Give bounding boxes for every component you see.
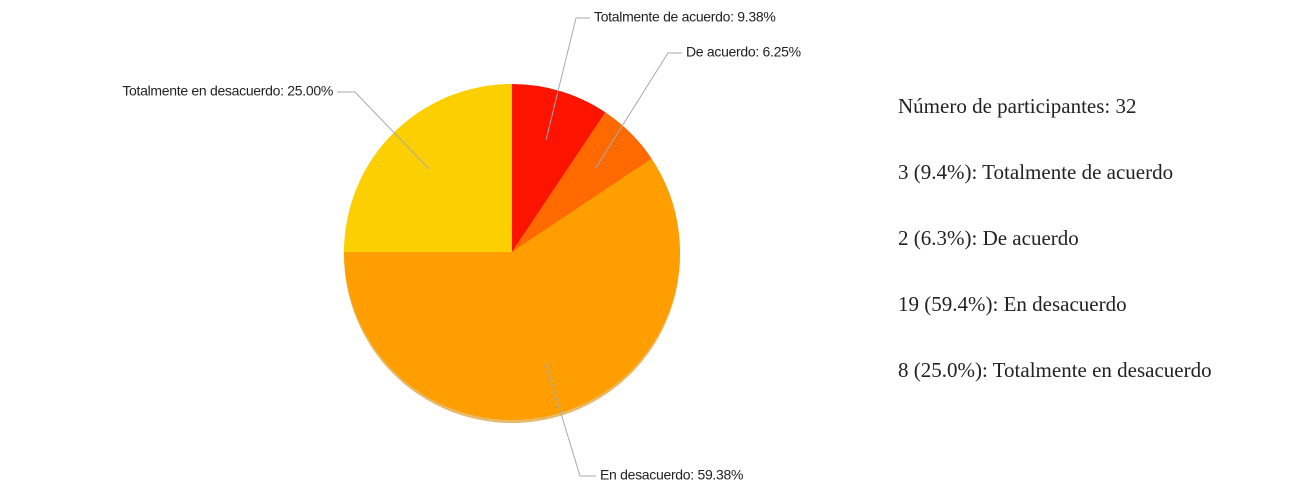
chart: Totalmente de acuerdo: 9.38% De acuerdo: … (122, 9, 801, 483)
summary-item: 8 (25.0%): Totalmente en desacuerdo (898, 358, 1212, 382)
pie-slice (512, 84, 606, 252)
leader-line (594, 52, 682, 170)
slice-label: Totalmente de acuerdo: 9.38% (594, 9, 776, 25)
summary-item: 19 (59.4%): En desacuerdo (898, 292, 1127, 316)
summary: Número de participantes: 32 3 (9.4%): To… (898, 92, 1218, 422)
pie-slice (344, 158, 680, 421)
slice-label: De acuerdo: 6.25% (686, 44, 801, 60)
slice-label: En desacuerdo: 59.38% (600, 467, 743, 483)
pie-slice (512, 112, 652, 252)
summary-item: 3 (9.4%): Totalmente de acuerdo (898, 160, 1174, 184)
leader-line (337, 91, 430, 170)
summary-item: 2 (6.3%): De acuerdo (898, 226, 1079, 250)
participants: Número de participantes: 32 (898, 94, 1137, 118)
leader-line (545, 364, 596, 477)
slice-label: Totalmente en desacuerdo: 25.00% (122, 83, 333, 99)
leader-line (545, 17, 590, 140)
